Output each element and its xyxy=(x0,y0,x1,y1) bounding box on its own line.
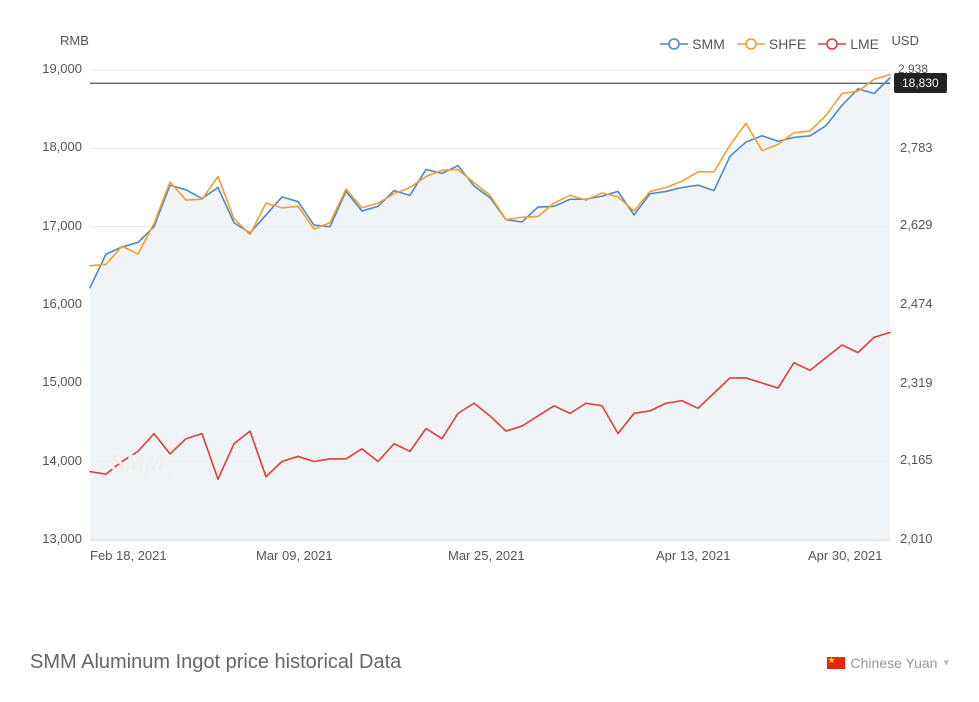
x-tick-label: Feb 18, 2021 xyxy=(90,548,167,563)
y-right-tick-label: 2,783 xyxy=(900,140,933,155)
y-left-tick-label: 15,000 xyxy=(42,374,82,389)
flag-icon xyxy=(827,657,845,669)
x-tick-label: Mar 25, 2021 xyxy=(448,548,525,563)
reference-secondary-label: 2,938 xyxy=(898,62,928,76)
y-right-tick-label: 2,474 xyxy=(900,296,933,311)
chevron-down-icon: ▾ xyxy=(943,656,949,669)
reference-tooltip: 18,830 xyxy=(894,73,947,93)
watermark-icon: SMM xyxy=(110,450,164,476)
y-left-tick-label: 19,000 xyxy=(42,61,82,76)
y-right-tick-label: 2,165 xyxy=(900,452,933,467)
chart-area: RMB USD SMM SHFE LME 13,00014,00015,0001… xyxy=(0,0,979,590)
x-tick-label: Mar 09, 2021 xyxy=(256,548,333,563)
currency-selector[interactable]: Chinese Yuan ▾ xyxy=(827,655,949,671)
x-tick-label: Apr 13, 2021 xyxy=(656,548,730,563)
y-left-tick-label: 17,000 xyxy=(42,218,82,233)
y-left-tick-label: 16,000 xyxy=(42,296,82,311)
watermark-sub: metal.com xyxy=(122,474,173,486)
y-right-tick-label: 2,629 xyxy=(900,217,933,232)
y-left-tick-label: 14,000 xyxy=(42,453,82,468)
chart-title: SMM Aluminum Ingot price historical Data xyxy=(30,651,401,674)
y-left-tick-label: 18,000 xyxy=(42,139,82,154)
chart-svg xyxy=(0,0,979,590)
y-left-tick-label: 13,000 xyxy=(42,531,82,546)
y-right-tick-label: 2,319 xyxy=(900,375,933,390)
y-right-tick-label: 2,010 xyxy=(900,531,933,546)
currency-label: Chinese Yuan xyxy=(851,655,938,671)
x-tick-label: Apr 30, 2021 xyxy=(808,548,882,563)
